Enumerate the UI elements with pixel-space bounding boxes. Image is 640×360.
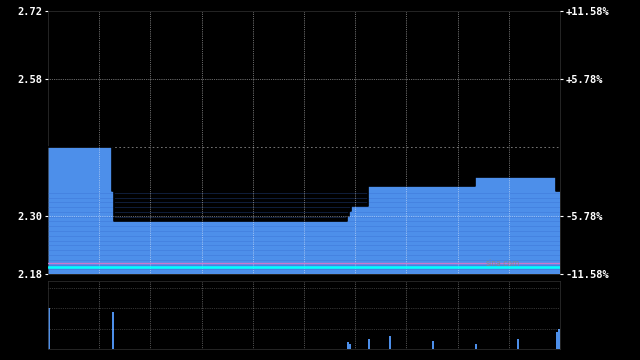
Bar (112, 311, 114, 349)
Text: sina.com: sina.com (486, 259, 520, 268)
Bar (475, 344, 477, 349)
Bar (389, 336, 392, 349)
Bar (556, 332, 558, 349)
Bar (347, 342, 349, 349)
Bar (558, 329, 560, 349)
Bar (349, 344, 351, 349)
Bar (368, 339, 370, 349)
Bar (432, 341, 434, 349)
Bar (517, 339, 520, 349)
Bar (48, 308, 50, 349)
